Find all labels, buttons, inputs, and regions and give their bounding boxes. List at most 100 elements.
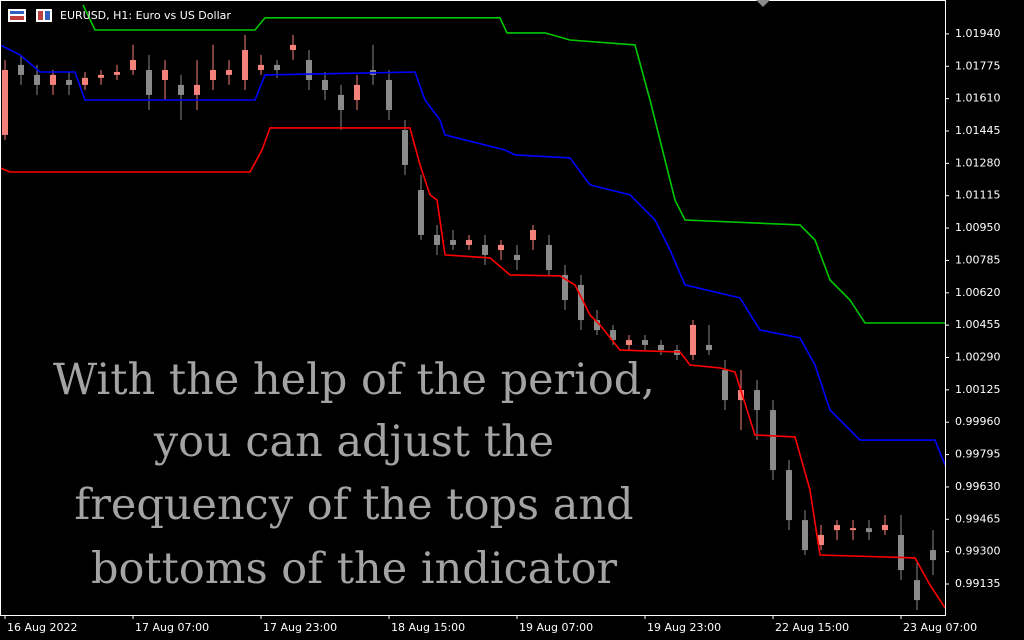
candle-body bbox=[930, 550, 936, 561]
candle-body bbox=[594, 320, 600, 331]
candle-body bbox=[50, 74, 56, 85]
candle-body bbox=[738, 390, 744, 401]
indicator-line bbox=[0, 44, 946, 466]
y-tick-label: 0.99795 bbox=[955, 448, 1001, 461]
candle-body bbox=[562, 274, 568, 301]
y-tick-label: 0.99135 bbox=[955, 577, 1001, 590]
y-tick-label: 0.99465 bbox=[955, 512, 1001, 525]
candle-body bbox=[450, 240, 456, 245]
y-tick-label: 1.01775 bbox=[955, 59, 1001, 72]
candle-body bbox=[322, 80, 328, 91]
y-tick-label: 1.01940 bbox=[955, 27, 1001, 40]
chart-header: EURUSD, H1: Euro vs US Dollar bbox=[60, 9, 231, 22]
overlay-text: With the help of the period, bbox=[53, 355, 655, 405]
candle-body bbox=[802, 520, 808, 551]
candle-body bbox=[754, 390, 760, 411]
candle-body bbox=[354, 84, 360, 101]
candle-body bbox=[210, 70, 216, 81]
candle-body bbox=[258, 64, 264, 71]
candle-body bbox=[658, 344, 664, 351]
y-tick-label: 1.01280 bbox=[955, 156, 1001, 169]
candle-body bbox=[178, 84, 184, 95]
icon bbox=[38, 11, 43, 20]
icon bbox=[8, 9, 26, 22]
y-tick-label: 1.00455 bbox=[955, 318, 1001, 331]
x-tick-label: 19 Aug 23:00 bbox=[647, 621, 721, 634]
candle-body bbox=[194, 84, 200, 95]
candle-body bbox=[642, 340, 648, 345]
candle-body bbox=[610, 330, 616, 341]
candle-body bbox=[274, 64, 280, 71]
candle-body bbox=[226, 70, 232, 75]
y-tick-label: 0.99630 bbox=[955, 480, 1001, 493]
candle-body bbox=[98, 74, 104, 78]
candle-body bbox=[34, 74, 40, 85]
candle-body bbox=[466, 240, 472, 245]
candle-body bbox=[834, 524, 840, 531]
candle-body bbox=[130, 60, 136, 71]
candle-body bbox=[866, 528, 872, 533]
plot-area bbox=[0, 4, 946, 611]
candle-body bbox=[402, 130, 408, 165]
y-tick-label: 1.00125 bbox=[955, 383, 1001, 396]
y-tick-label: 1.01610 bbox=[955, 92, 1001, 105]
indicator-line bbox=[82, 4, 945, 324]
candle-body bbox=[770, 410, 776, 471]
candle-body bbox=[706, 344, 712, 351]
candle-body bbox=[242, 50, 248, 81]
overlay-text: you can adjust the bbox=[153, 417, 554, 467]
candle-body bbox=[114, 71, 120, 75]
candle-body bbox=[66, 80, 72, 85]
candle-body bbox=[2, 70, 8, 135]
candle-body bbox=[578, 284, 584, 321]
y-tick-label: 0.99960 bbox=[955, 415, 1001, 428]
icon bbox=[45, 11, 50, 20]
candle-body bbox=[722, 370, 728, 401]
candle-body bbox=[818, 534, 824, 545]
y-tick-label: 1.00785 bbox=[955, 253, 1001, 266]
icon bbox=[10, 16, 24, 20]
x-tick-label: 17 Aug 23:00 bbox=[263, 621, 337, 634]
candle-body bbox=[162, 70, 168, 81]
candle-body bbox=[18, 64, 24, 75]
candle-body bbox=[546, 244, 552, 271]
indicator-line bbox=[0, 127, 946, 609]
x-tick-label: 23 Aug 07:00 bbox=[903, 621, 977, 634]
candle-body bbox=[306, 60, 312, 81]
candle-body bbox=[898, 534, 904, 571]
y-tick-label: 1.00950 bbox=[955, 221, 1001, 234]
candle-body bbox=[914, 580, 920, 601]
header-icons bbox=[8, 9, 52, 22]
x-tick-label: 16 Aug 2022 bbox=[7, 621, 77, 634]
x-tick-label: 19 Aug 07:00 bbox=[519, 621, 593, 634]
candle-body bbox=[482, 244, 488, 255]
overlay-text: bottoms of the indicator bbox=[91, 544, 618, 594]
candle-body bbox=[498, 244, 504, 251]
candle-body bbox=[386, 80, 392, 111]
candle-body bbox=[690, 324, 696, 355]
candle-body bbox=[514, 254, 520, 261]
candle-body bbox=[626, 340, 632, 345]
candle-body bbox=[786, 470, 792, 521]
candle-body bbox=[850, 528, 856, 531]
candle-body bbox=[82, 77, 88, 85]
candle-body bbox=[434, 234, 440, 245]
y-tick-label: 1.00290 bbox=[955, 351, 1001, 364]
y-tick-label: 0.99300 bbox=[955, 545, 1001, 558]
overlay-text: frequency of the tops and bbox=[74, 480, 633, 530]
candle-body bbox=[882, 524, 888, 531]
x-tick-label: 22 Aug 15:00 bbox=[775, 621, 849, 634]
candle-body bbox=[530, 230, 536, 241]
candle-body bbox=[338, 94, 344, 111]
plot-border bbox=[0, 0, 946, 616]
x-tick-label: 18 Aug 15:00 bbox=[391, 621, 465, 634]
candle-body bbox=[290, 44, 296, 51]
x-tick-label: 17 Aug 07:00 bbox=[135, 621, 209, 634]
icon bbox=[10, 11, 24, 14]
candle-body bbox=[146, 70, 152, 95]
candle-body bbox=[418, 190, 424, 235]
y-tick-label: 1.00620 bbox=[955, 286, 1001, 299]
y-tick-label: 1.01115 bbox=[955, 189, 1001, 202]
